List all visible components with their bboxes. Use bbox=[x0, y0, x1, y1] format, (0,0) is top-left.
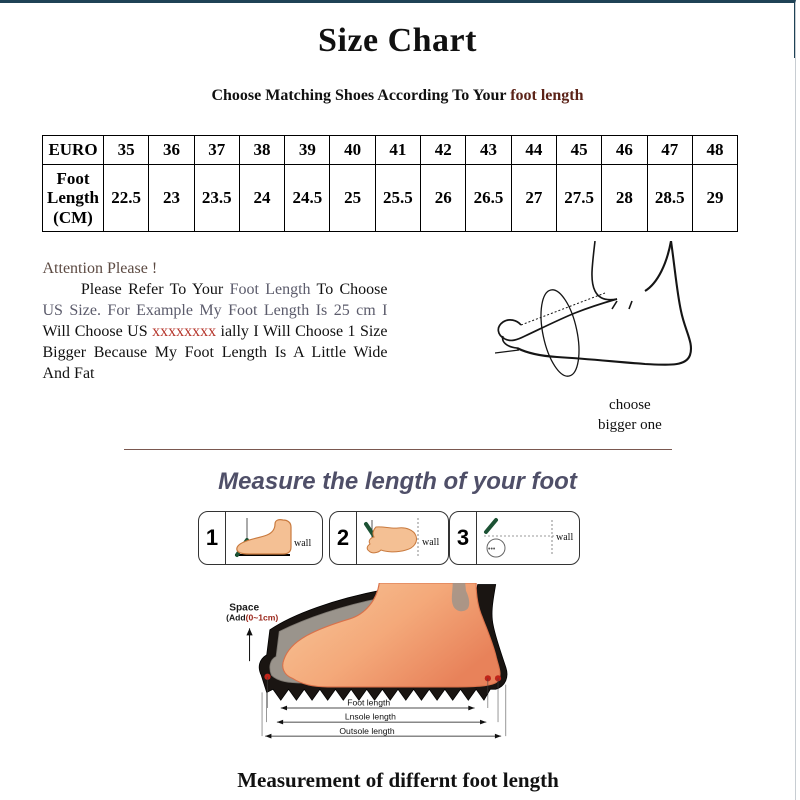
svg-text:Foot length: Foot length bbox=[347, 698, 390, 708]
svg-text:wall: wall bbox=[556, 532, 573, 543]
svg-text:(Add(0~1cm): (Add(0~1cm) bbox=[226, 613, 278, 623]
svg-text:Outsole length: Outsole length bbox=[339, 726, 395, 736]
svg-text:wall: wall bbox=[294, 538, 311, 549]
svg-text:Lnsole length: Lnsole length bbox=[345, 712, 396, 722]
svg-text:Space: Space bbox=[229, 602, 259, 613]
svg-text:wall: wall bbox=[422, 537, 439, 548]
svg-text:•••: ••• bbox=[488, 546, 496, 553]
